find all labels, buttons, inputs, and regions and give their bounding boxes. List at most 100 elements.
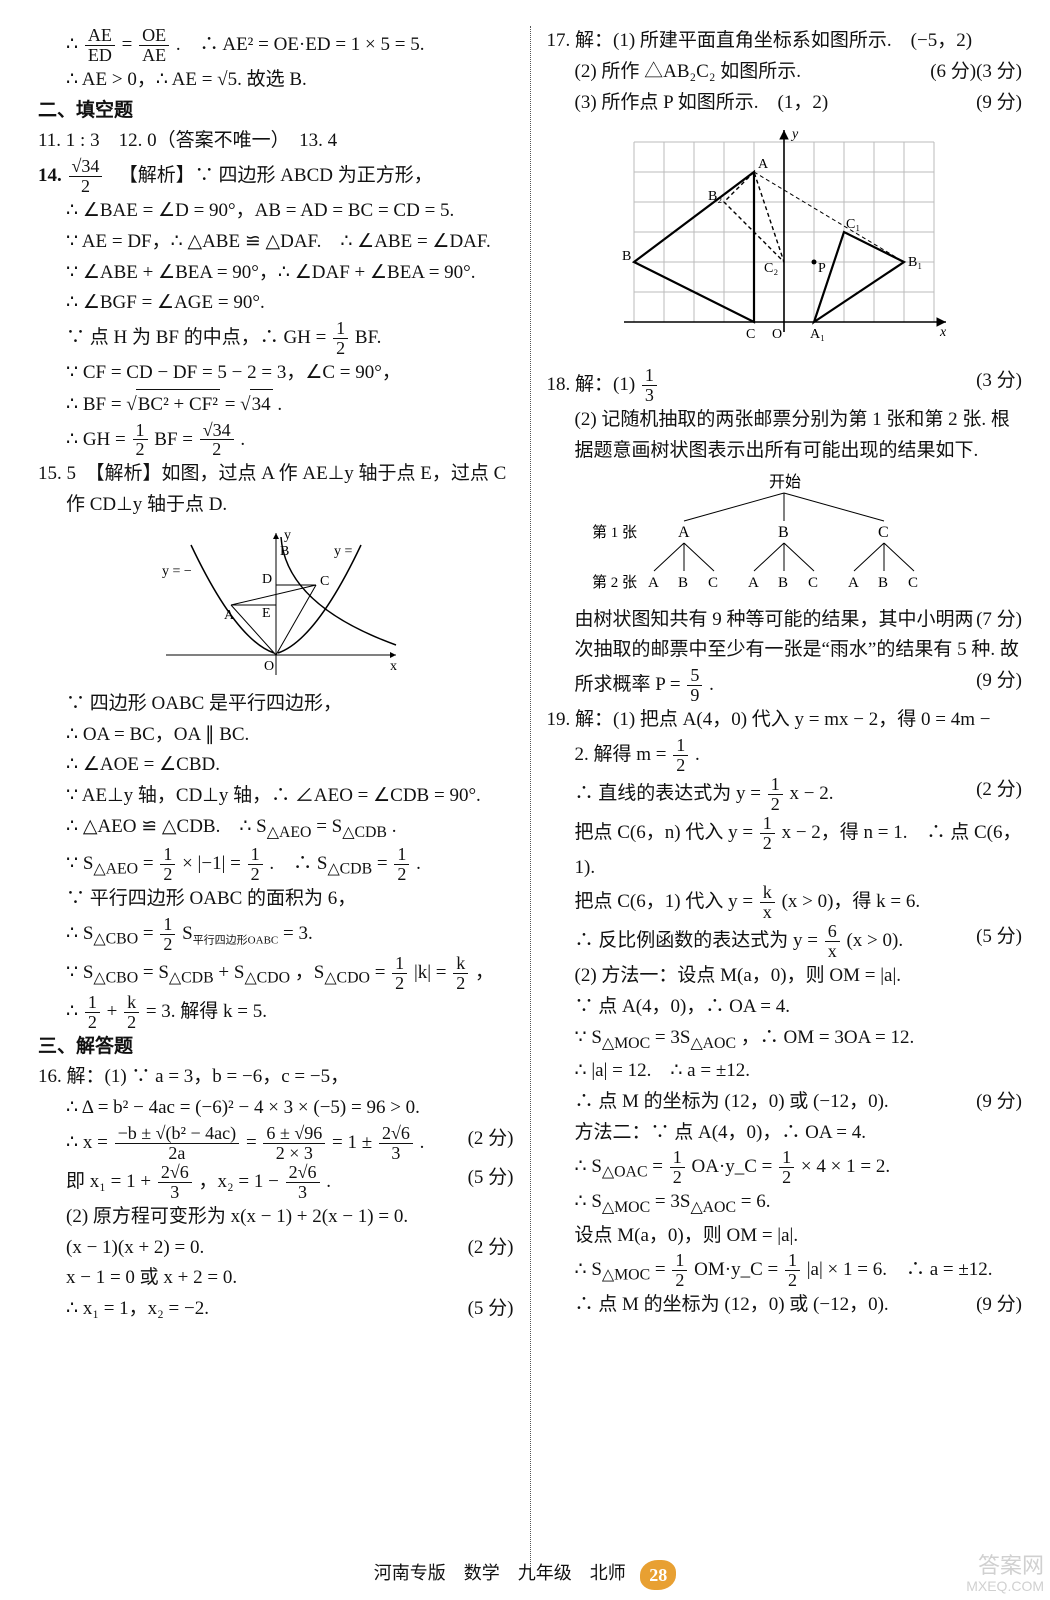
line: ∵ 四边形 OABC 是平行四边形， xyxy=(38,689,514,720)
line: ∴ 点 M 的坐标为 (12，0) 或 (−12，0).(9 分) xyxy=(547,1290,1023,1321)
line: ∵ 点 A(4，0)，∴ OA = 4. xyxy=(547,992,1023,1023)
svg-text:B: B xyxy=(678,575,688,591)
svg-text:第 2 张: 第 2 张 xyxy=(592,573,637,591)
score: (5 分) xyxy=(976,922,1022,953)
score: (2 分) xyxy=(468,1124,514,1155)
score: (9 分) xyxy=(976,88,1022,119)
line: ∴ S△MOC = 12 OM·y_C = 12 |a| × 1 = 6. ∴ … xyxy=(547,1251,1023,1290)
svg-text:A: A xyxy=(224,608,235,623)
fraction: OEAE xyxy=(139,26,169,65)
figure-q17: A B C A₁ B₁ C₁ B₂ C₂ P O x y xyxy=(614,122,954,362)
score: (9 分) xyxy=(976,666,1022,697)
page-footer: 河南专版 数学 九年级 北师 28 xyxy=(0,1559,1050,1590)
svg-text:O: O xyxy=(772,327,782,342)
watermark: 答案网 MXEQ.COM xyxy=(966,1554,1044,1594)
line: ∴ 12 + k2 = 3. 解得 k = 5. xyxy=(38,993,514,1032)
score: (5 分) xyxy=(468,1163,514,1194)
line: x − 1 = 0 或 x + 2 = 0. xyxy=(38,1263,514,1294)
line: ∴ S△OAC = 12 OA·y_C = 12 × 4 × 1 = 2. xyxy=(547,1148,1023,1187)
line: ∴ S△MOC = 3S△AOC = 6. xyxy=(547,1187,1023,1220)
line: 作 CD⊥y 轴于点 D. xyxy=(38,490,514,521)
svg-text:P: P xyxy=(818,261,826,276)
line: ∴ OA = BC，OA ∥ BC. xyxy=(38,720,514,751)
svg-text:y: y xyxy=(790,127,799,142)
svg-text:C₁: C₁ xyxy=(846,217,860,232)
line: ∴ |a| = 12. ∴ a = ±12. xyxy=(547,1056,1023,1087)
line: ∴ x = −b ± √(b² − 4ac)2a = 6 ± √962 × 3 … xyxy=(38,1124,514,1163)
line: (x − 1)(x + 2) = 0.(2 分) xyxy=(38,1233,514,1264)
svg-text:C: C xyxy=(808,575,818,591)
line: ∴ 反比例函数的表达式为 y = 6x (x > 0). (5 分) xyxy=(547,922,1023,961)
svg-text:B₂: B₂ xyxy=(708,189,722,204)
svg-text:A: A xyxy=(848,575,859,591)
svg-text:B: B xyxy=(878,575,888,591)
svg-text:C: C xyxy=(878,524,889,541)
fraction: √342 xyxy=(200,421,234,460)
q19-line: 19. 解：(1) 把点 A(4，0) 代入 y = mx − 2，得 0 = … xyxy=(547,705,1023,736)
svg-text:y = −: y = − xyxy=(162,564,192,579)
svg-text:A: A xyxy=(678,524,690,541)
line: ∵ S△CBO = S△CDB + S△CDO ，S△CDO = 12 |k| … xyxy=(38,954,514,993)
svg-text:B: B xyxy=(280,544,289,559)
q17-line: 17. 解：(1) 所建平面直角坐标系如图所示. (−5，2) xyxy=(547,26,1023,57)
tree-diagram: 开始 第 1 张 A B C 第 2 张 A B C A B C A B C xyxy=(574,471,994,601)
right-column: 17. 解：(1) 所建平面直角坐标系如图所示. (−5，2) (3 分) (2… xyxy=(530,26,1023,1580)
svg-text:C: C xyxy=(908,575,918,591)
line: 把点 C(6，n) 代入 y = 12 x − 2，得 n = 1. ∴ 点 C… xyxy=(547,814,1023,884)
svg-text:C₂: C₂ xyxy=(764,261,778,276)
q11-13: 11. 1 : 3 12. 0（答案不唯一） 13. 4 xyxy=(38,126,514,157)
svg-text:B: B xyxy=(778,524,789,541)
left-column: ∴ AEED = OEAE . ∴ AE² = OE·ED = 1 × 5 = … xyxy=(38,26,530,1580)
line: ∵ 点 H 为 BF 的中点，∴ GH = 12 BF. xyxy=(38,319,514,358)
line: ∴ 直线的表达式为 y = 12 x − 2. (2 分) xyxy=(547,775,1023,814)
section-heading-solve: 三、解答题 xyxy=(38,1032,514,1063)
line: (2) 方法一：设点 M(a，0)，则 OM = |a|. xyxy=(547,961,1023,992)
svg-text:y =: y = xyxy=(334,544,353,559)
score: (2 分) xyxy=(468,1233,514,1264)
line: 设点 M(a，0)，则 OM = |a|. xyxy=(547,1221,1023,1252)
section-heading-fill: 二、填空题 xyxy=(38,96,514,127)
line: (2) 所作 △AB₂C₂ 如图所示.(6 分) xyxy=(547,57,1023,88)
line: ∵ AE = DF，∴ △ABE ≌ △DAF. ∴ ∠ABE = ∠DAF. xyxy=(38,227,514,258)
score: (5 分) xyxy=(468,1294,514,1325)
page: ∴ AEED = OEAE . ∴ AE² = OE·ED = 1 × 5 = … xyxy=(0,0,1050,1600)
fraction: 12 xyxy=(333,319,348,358)
line: ∵ S△MOC = 3S△AOC ，∴ OM = 3OA = 12. xyxy=(547,1023,1023,1056)
figure-q15: A B C D E O x y y = − y = xyxy=(146,525,406,685)
line: ∴ BF = BC² + CF² = 34 . xyxy=(38,389,514,421)
fraction: 12 xyxy=(133,421,148,460)
svg-text:E: E xyxy=(262,606,271,621)
svg-text:开始: 开始 xyxy=(769,473,801,491)
svg-text:x: x xyxy=(939,325,947,340)
line: 2. 解得 m = 12 . xyxy=(547,736,1023,775)
fraction: AEED xyxy=(85,26,115,65)
line: ∴ x₁ = 1，x₂ = −2.(5 分) xyxy=(38,1294,514,1325)
line: 即 x₁ = 1 + 2√63 ，x₂ = 1 − 2√63 . (5 分) xyxy=(38,1163,514,1202)
page-number-badge: 28 xyxy=(640,1560,676,1590)
line: ∴ S△CBO = 12 S平行四边形OABC = 3. xyxy=(38,915,514,954)
line: ∴ ∠AOE = ∠CBD. xyxy=(38,750,514,781)
score: (9 分) xyxy=(976,1290,1022,1321)
q16-line: 16. 解：(1) ∵ a = 3，b = −6，c = −5， xyxy=(38,1062,514,1093)
svg-text:A₁: A₁ xyxy=(810,327,825,342)
line: 由树状图知共有 9 种等可能的结果，其中小明两次抽取的邮票中至少有一张是“雨水”… xyxy=(547,605,1023,705)
svg-text:O: O xyxy=(264,659,274,674)
q15-line: 15. 5 【解析】如图，过点 A 作 AE⊥y 轴于点 E，过点 C xyxy=(38,459,514,490)
fraction: √342 xyxy=(69,157,103,196)
score: (3 分) xyxy=(976,366,1022,397)
score: (3 分) xyxy=(976,57,1022,88)
line: 把点 C(6，1) 代入 y = kx (x > 0)，得 k = 6. xyxy=(547,883,1023,922)
line: ∴ △AEO ≌ △CDB. ∴ S△AEO = S△CDB . xyxy=(38,812,514,845)
line: ∵ S△AEO = 12 × |−1| = 12 . ∴ S△CDB = 12 … xyxy=(38,845,514,884)
svg-text:B: B xyxy=(622,249,631,264)
q18-line: 18. 解：(1) 13 (3 分) xyxy=(547,366,1023,405)
line: ∴ ∠BAE = ∠D = 90°，AB = AD = BC = CD = 5. xyxy=(38,196,514,227)
score: (6 分) xyxy=(930,57,976,88)
line: ∵ ∠ABE + ∠BEA = 90°，∴ ∠DAF + ∠BEA = 90°. xyxy=(38,258,514,289)
svg-text:B₁: B₁ xyxy=(908,255,922,270)
line: ∴ 点 M 的坐标为 (12，0) 或 (−12，0).(9 分) xyxy=(547,1087,1023,1118)
svg-text:B: B xyxy=(778,575,788,591)
svg-text:C: C xyxy=(708,575,718,591)
sqrt: 34 xyxy=(240,389,272,421)
line: ∴ ∠BGF = ∠AGE = 90°. xyxy=(38,288,514,319)
